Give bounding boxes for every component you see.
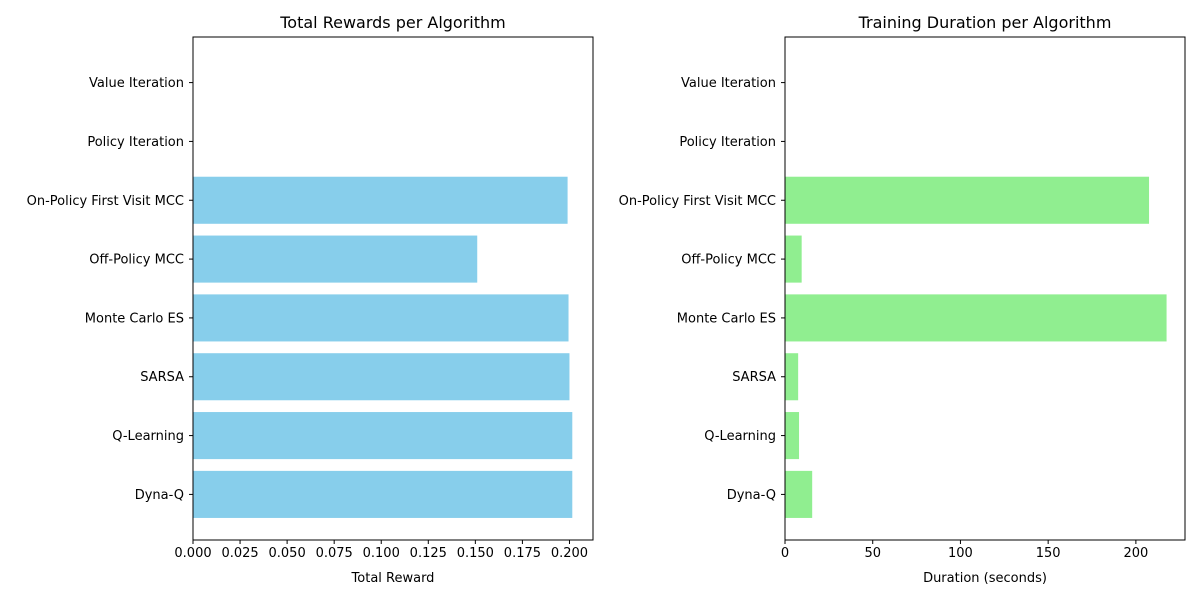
category-label: Off-Policy MCC (89, 253, 184, 268)
x-axis-label: Duration (seconds) (923, 571, 1047, 586)
bar (193, 235, 478, 283)
plot-frame (192, 36, 594, 541)
bar (193, 412, 573, 460)
x-tick-label: 0.050 (269, 546, 306, 561)
x-tick-label: 150 (1036, 546, 1061, 561)
chart-title: Training Duration per Algorithm (858, 13, 1112, 32)
bar (785, 235, 802, 283)
x-axis-label: Total Reward (351, 571, 435, 586)
bar (785, 412, 800, 460)
bar (785, 470, 813, 518)
category-label: Off-Policy MCC (681, 253, 776, 268)
x-tick-label: 0.200 (551, 546, 588, 561)
bar (785, 353, 799, 401)
bar (193, 470, 573, 518)
category-label: Q-Learning (112, 429, 184, 444)
x-tick-label: 0 (781, 546, 789, 561)
x-tick-label: 100 (948, 546, 973, 561)
category-label: Dyna-Q (135, 488, 184, 503)
chart-title: Total Rewards per Algorithm (279, 13, 505, 32)
x-tick-label: 0.075 (316, 546, 353, 561)
category-label: Value Iteration (681, 76, 776, 91)
category-label: On-Policy First Visit MCC (619, 194, 776, 209)
category-label: Policy Iteration (679, 135, 776, 150)
bar (785, 294, 1167, 342)
x-tick-label: 50 (864, 546, 881, 561)
bar (785, 176, 1150, 224)
plot-frame (784, 36, 1186, 541)
category-label: Q-Learning (704, 429, 776, 444)
category-label: SARSA (732, 370, 776, 385)
category-label: Dyna-Q (727, 488, 776, 503)
x-tick-label: 0.150 (457, 546, 494, 561)
category-label: Monte Carlo ES (677, 311, 776, 326)
bar (193, 176, 568, 224)
x-tick-label: 0.100 (363, 546, 400, 561)
category-label: Policy Iteration (87, 135, 184, 150)
x-tick-label: 200 (1123, 546, 1148, 561)
category-label: Value Iteration (89, 76, 184, 91)
bar (193, 353, 570, 401)
chart-panel-1: Total Rewards per Algorithm Value Iterati… (27, 13, 594, 586)
chart-panel-2: Training Duration per Algorithm Value Ite… (619, 13, 1186, 586)
category-label: SARSA (140, 370, 184, 385)
bar (193, 294, 569, 342)
x-tick-label: 0.125 (410, 546, 447, 561)
x-tick-label: 0.000 (174, 546, 211, 561)
category-label: Monte Carlo ES (85, 311, 184, 326)
x-tick-label: 0.175 (504, 546, 541, 561)
x-tick-label: 0.025 (221, 546, 258, 561)
category-label: On-Policy First Visit MCC (27, 194, 184, 209)
